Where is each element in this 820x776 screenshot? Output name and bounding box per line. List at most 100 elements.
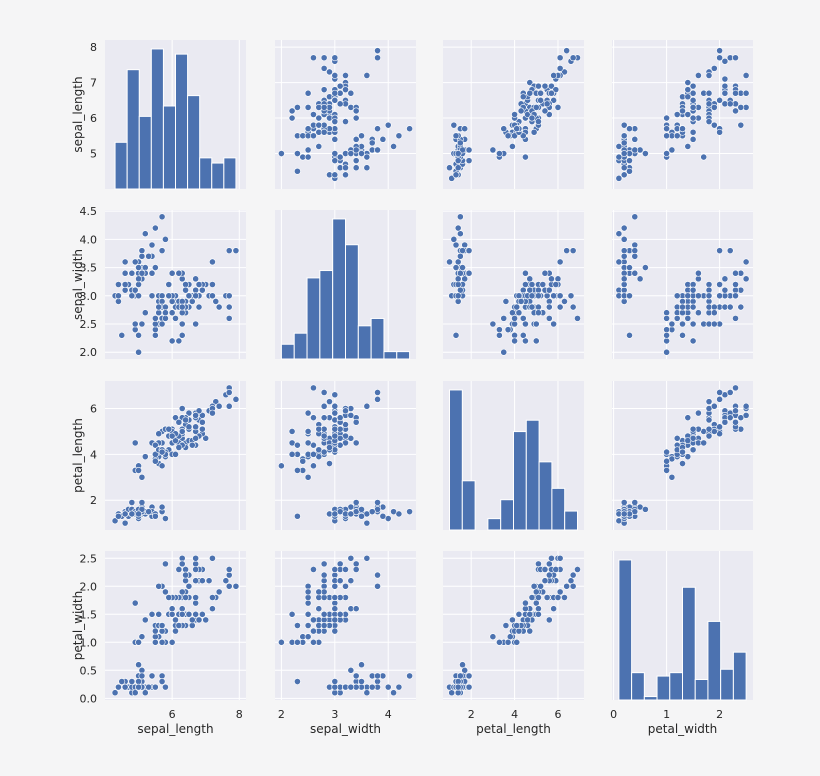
scatter-point-sepal_length-vs-sepal_width-137 (336, 100, 344, 108)
scatter-point-sepal_length-vs-petal_length-14 (450, 121, 458, 129)
scatter-point-petal_width-vs-petal_length-61 (515, 610, 523, 618)
scatter-point-petal_width-vs-sepal_width-142 (315, 588, 323, 596)
scatter-point-sepal_width-vs-petal_width-51 (689, 281, 697, 288)
scatter-point-sepal_length-vs-sepal_width-42 (342, 171, 349, 179)
scatter-point-petal_length-vs-sepal_width-132 (320, 414, 328, 422)
scatter-point-sepal_length-vs-sepal_width-41 (294, 167, 301, 175)
scatter-point-petal_length-vs-petal_width-122 (716, 389, 724, 396)
scatter-point-petal_length-vs-sepal_length-97 (175, 444, 183, 451)
scatter-point-petal_width-vs-sepal_length-62 (168, 638, 176, 646)
scatter-point-sepal_width-vs-petal_length-105 (567, 292, 575, 300)
scatter-point-petal_length-vs-sepal_width-97 (326, 444, 333, 451)
scatter-point-sepal_length-vs-sepal_width-49 (347, 150, 355, 157)
scatter-point-sepal_width-vs-petal_length-47 (454, 281, 462, 288)
scatter-point-petal_width-vs-petal_length-23 (461, 666, 469, 674)
scatter-point-petal_width-vs-petal_length-99 (513, 622, 521, 629)
scatter-point-sepal_width-vs-petal_length-48 (456, 252, 464, 260)
scatter-point-sepal_width-vs-sepal_length-84 (148, 292, 156, 300)
scatter-point-sepal_length-vs-sepal_width-76 (320, 86, 328, 94)
hist-bar-petal_width-8 (720, 668, 734, 701)
scatter-point-sepal_width-vs-petal_width-32 (615, 230, 623, 238)
scatter-point-sepal_width-vs-sepal_length-46 (138, 247, 146, 255)
scatter-point-sepal_length-vs-sepal_width-143 (342, 86, 349, 94)
scatter-point-petal_length-vs-sepal_length-104 (185, 409, 193, 417)
scatter-point-sepal_length-vs-petal_length-141 (535, 82, 542, 90)
scatter-point-sepal_width-vs-sepal_length-108 (192, 320, 200, 328)
scatter-point-sepal_length-vs-petal_length-143 (552, 86, 560, 94)
panel-sepal_width-vs-petal_width (612, 210, 753, 359)
scatter-point-petal_length-vs-sepal_length-81 (151, 457, 159, 465)
scatter-point-petal_width-vs-sepal_length-135 (225, 566, 233, 573)
scatter-point-sepal_length-vs-petal_width-124 (721, 89, 729, 97)
scatter-point-sepal_width-vs-sepal_length-140 (192, 286, 200, 294)
scatter-point-sepal_width-vs-petal_width-93 (663, 331, 670, 339)
scatter-point-sepal_width-vs-sepal_length-32 (141, 230, 149, 238)
scatter-point-sepal_length-vs-petal_length-149 (535, 118, 542, 125)
scatter-point-petal_length-vs-sepal_width-40 (358, 512, 365, 520)
scatter-point-sepal_width-vs-sepal_length-98 (138, 320, 146, 328)
y-tick-label-sepal_width-2: 3.0 (80, 290, 98, 303)
scatter-point-sepal_width-vs-sepal_length-78 (168, 298, 176, 305)
scatter-point-petal_width-vs-sepal_length-144 (192, 554, 200, 562)
scatter-point-petal_width-vs-sepal_width-143 (342, 566, 349, 573)
scatter-point-petal_length-vs-petal_width-99 (679, 448, 686, 456)
y-tick-label-petal_width-1: 0.5 (80, 664, 98, 677)
scatter-point-sepal_width-vs-sepal_length-114 (162, 303, 169, 311)
scatter-point-petal_width-vs-sepal_width-113 (304, 582, 312, 590)
scatter-point-sepal_width-vs-petal_width-99 (679, 303, 686, 311)
scatter-point-petal_width-vs-petal_length-134 (545, 616, 553, 624)
scatter-point-sepal_width-vs-sepal_length-106 (131, 320, 139, 328)
scatter-point-petal_width-vs-sepal_length-142 (162, 588, 169, 596)
scatter-point-petal_width-vs-sepal_width-91 (331, 616, 339, 624)
scatter-point-sepal_width-vs-petal_width-16 (631, 241, 639, 249)
scatter-point-petal_width-vs-petal_length-125 (554, 594, 562, 601)
scatter-point-sepal_length-vs-petal_width-137 (705, 100, 713, 108)
scatter-point-sepal_width-vs-sepal_length-60 (135, 348, 142, 356)
scatter-point-sepal_length-vs-sepal_width-144 (347, 89, 355, 97)
scatter-point-petal_width-vs-sepal_length-99 (158, 622, 166, 629)
scatter-point-petal_width-vs-sepal_width-95 (331, 627, 339, 635)
scatter-point-sepal_length-vs-petal_length-97 (517, 107, 525, 115)
scatter-point-petal_width-vs-sepal_length-50 (202, 616, 210, 624)
scatter-point-petal_length-vs-sepal_width-138 (331, 432, 339, 440)
scatter-point-petal_width-vs-sepal_length-130 (215, 588, 223, 596)
scatter-point-sepal_width-vs-sepal_length-142 (162, 309, 169, 317)
scatter-point-sepal_length-vs-petal_width-147 (716, 96, 724, 104)
scatter-point-sepal_length-vs-petal_length-139 (541, 82, 549, 90)
panel-petal_width-vs-petal_width (612, 551, 753, 701)
scatter-point-petal_width-vs-sepal_length-131 (232, 582, 240, 590)
scatter-point-petal_length-vs-petal_width-61 (689, 446, 697, 454)
scatter-point-petal_width-vs-sepal_length-56 (178, 605, 186, 613)
scatter-point-petal_width-vs-sepal_length-41 (118, 678, 126, 685)
scatter-point-petal_width-vs-petal_length-13 (448, 689, 456, 697)
scatter-point-sepal_width-vs-petal_width-125 (705, 281, 713, 288)
scatter-point-sepal_width-vs-petal_length-65 (519, 286, 527, 294)
hist-bar-sepal_length-8 (211, 162, 225, 190)
scatter-point-sepal_width-vs-petal_length-87 (519, 331, 527, 339)
scatter-point-sepal_length-vs-sepal_width-46 (374, 146, 381, 154)
scatter-point-petal_length-vs-sepal_length-90 (151, 441, 159, 449)
scatter-point-sepal_length-vs-sepal_width-113 (304, 125, 312, 133)
scatter-point-petal_length-vs-petal_width-73 (673, 434, 681, 442)
scatter-point-petal_width-vs-sepal_length-121 (155, 582, 163, 590)
scatter-point-petal_width-vs-sepal_length-145 (192, 566, 200, 573)
scatter-point-petal_width-vs-sepal_length-66 (155, 610, 163, 618)
scatter-point-petal_width-vs-petal_length-98 (489, 633, 497, 641)
scatter-point-sepal_length-vs-petal_width-44 (631, 146, 639, 154)
scatter-point-petal_length-vs-sepal_width-24 (352, 499, 360, 506)
scatter-point-petal_length-vs-sepal_length-134 (172, 414, 179, 422)
scatter-point-sepal_length-vs-sepal_width-14 (384, 121, 392, 129)
scatter-point-sepal_width-vs-petal_length-133 (535, 303, 542, 311)
scatter-point-petal_length-vs-sepal_width-117 (374, 389, 381, 396)
scatter-point-petal_width-vs-sepal_width-44 (374, 672, 381, 680)
scatter-point-sepal_width-vs-petal_length-37 (454, 258, 462, 266)
scatter-point-sepal_width-vs-petal_width-34 (620, 286, 628, 294)
scatter-point-sepal_width-vs-petal_length-109 (556, 258, 564, 266)
scatter-point-petal_length-vs-petal_width-98 (668, 473, 676, 481)
scatter-point-sepal_width-vs-petal_width-78 (689, 298, 697, 305)
scatter-point-sepal_width-vs-petal_length-46 (459, 247, 466, 255)
scatter-point-petal_width-vs-sepal_length-149 (165, 594, 173, 601)
scatter-point-petal_width-vs-petal_length-106 (522, 599, 529, 607)
scatter-point-petal_width-vs-sepal_length-18 (158, 678, 166, 685)
scatter-point-sepal_length-vs-sepal_width-147 (331, 96, 339, 104)
